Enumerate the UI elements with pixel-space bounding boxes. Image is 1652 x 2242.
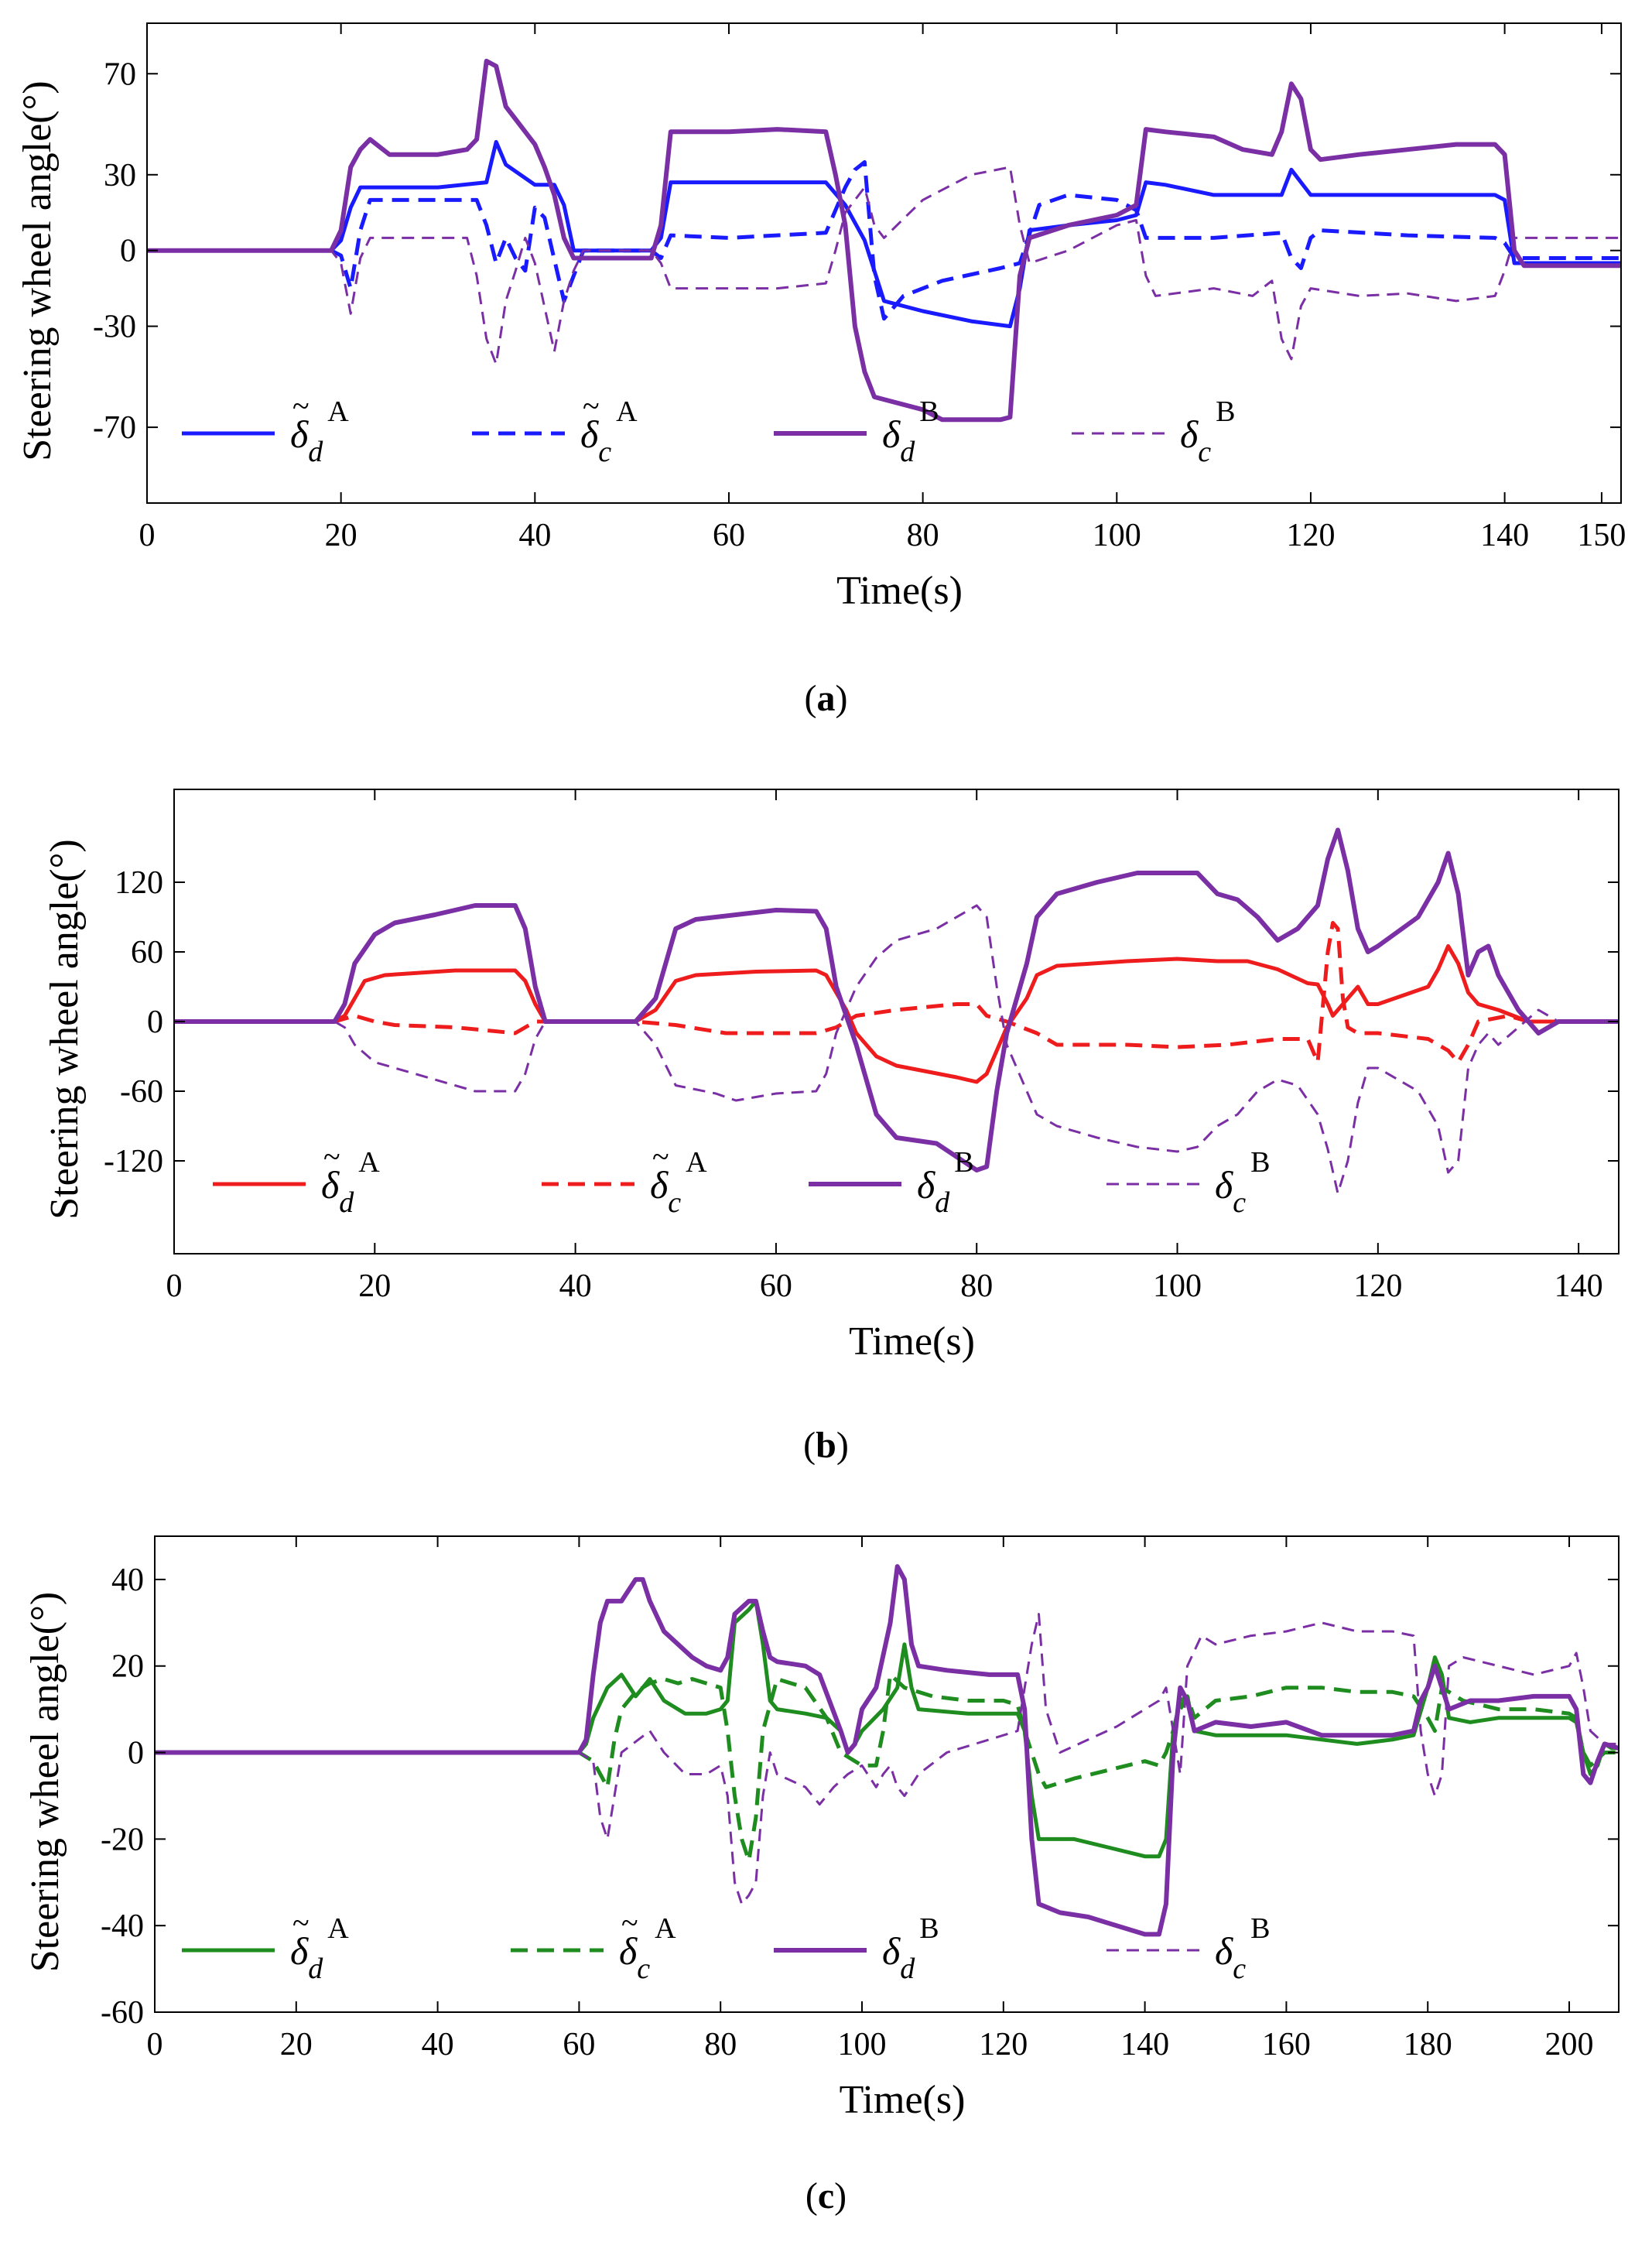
chart-b-legend-label-1: δdA	[321, 1146, 380, 1219]
chart-c-series-3-line	[155, 1564, 1620, 1937]
chart-c-x-axis-label: Time(s)	[840, 2078, 966, 2122]
chart-b-ytick-label-0: 0	[147, 1005, 163, 1040]
chart-a-legend-label-2: δcA	[580, 395, 638, 468]
chart-c-xtick-label-40: 40	[422, 2027, 454, 2062]
chart-b-series-1-line	[174, 944, 1619, 1084]
caption-c-letter: c	[817, 2175, 835, 2216]
chart-a-legend-tilde-2: ~	[583, 388, 600, 423]
chart-a-series-1-line	[147, 139, 1621, 329]
chart-a-x-axis-label: Time(s)	[836, 569, 963, 613]
caption-b: (b)	[803, 1425, 849, 1466]
chart-c-legend-tilde-1: ~	[292, 1905, 310, 1940]
chart-b-ytick-label--60: -60	[120, 1074, 163, 1110]
chart-a-ytick-label--30: -30	[93, 310, 136, 345]
chart-b-legend-label-2: δcA	[650, 1146, 707, 1219]
chart-b-xtick-label-120: 120	[1353, 1268, 1402, 1304]
chart-c-ytick-label--60: -60	[101, 1995, 144, 2031]
chart-a-legend-tilde-1: ~	[292, 388, 310, 423]
chart-c-xtick-label-140: 140	[1120, 2027, 1169, 2062]
caption-a-letter: a	[816, 678, 836, 719]
chart-a-xtick-label-140: 140	[1480, 518, 1529, 553]
chart-b-y-axis-label: Steering wheel angle(°)	[43, 839, 87, 1220]
chart-b-series-3-line	[174, 827, 1619, 1172]
chart-c-xtick-label-200: 200	[1545, 2027, 1594, 2062]
chart-b-xtick-label-100: 100	[1153, 1268, 1202, 1304]
chart-panel-a: 0 20 40 60 80 100 120 140 150 70 30 0 -30 -70 Time(s) S…	[0, 0, 1652, 743]
line-chart-b: 0 20 40 60 80 100 120 140 120 60 0 -60 -120 Time(s) St…	[43, 789, 1620, 1364]
chart-c-legend-label-2: δcA	[619, 1912, 676, 1985]
chart-b-x-axis-label: Time(s)	[849, 1320, 975, 1364]
line-chart-a: 0 20 40 60 80 100 120 140 150 70 30 0 -30 -70 Time(s) S…	[15, 22, 1626, 613]
chart-a-ytick-label-30: 30	[104, 158, 136, 193]
chart-a-legend-label-4: δcB	[1180, 395, 1235, 468]
chart-a-series-3-line	[147, 58, 1621, 423]
chart-b-legend-label-4: δcB	[1215, 1146, 1270, 1219]
chart-b-legend-label-3: δdB	[917, 1146, 974, 1219]
chart-a-legend-label-3: δdB	[882, 395, 939, 468]
chart-c-xtick-label-180: 180	[1404, 2027, 1452, 2062]
chart-b-xtick-label-20: 20	[358, 1268, 391, 1304]
chart-c-legend-tilde-2: ~	[621, 1905, 638, 1940]
chart-c-ytick-label-40: 40	[111, 1563, 144, 1598]
caption-c: (c)	[805, 2175, 847, 2216]
chart-c-xtick-label-120: 120	[979, 2027, 1028, 2062]
chart-panel-b: 0 20 40 60 80 100 120 140 120 60 0 -60 -120 Time(s) St…	[0, 747, 1652, 1490]
chart-b-ytick-label-120: 120	[115, 865, 163, 901]
chart-b-xtick-label-40: 40	[559, 1268, 592, 1304]
chart-a-ytick-label-0: 0	[120, 234, 136, 269]
chart-c-legend-label-1: δdA	[290, 1912, 349, 1985]
chart-b-series-2-line	[174, 921, 1619, 1064]
chart-c-ytick-label--20: -20	[101, 1822, 144, 1857]
chart-a-series-2-line	[147, 160, 1621, 321]
chart-a-ytick-label--70: -70	[93, 410, 136, 446]
chart-b-ytick-label--120: -120	[104, 1144, 163, 1179]
chart-a-plot-frame	[146, 22, 1622, 504]
chart-b-xtick-label-80: 80	[960, 1268, 993, 1304]
chart-c-legend-label-3: δdB	[882, 1912, 939, 1985]
chart-c-series-4-line	[155, 1613, 1619, 1905]
chart-c-xtick-label-0: 0	[147, 2027, 163, 2062]
chart-a-legend-label-1: δdA	[290, 395, 349, 468]
chart-a-xtick-label-40: 40	[518, 518, 551, 553]
chart-c-xtick-label-100: 100	[838, 2027, 887, 2062]
chart-c-legend-label-4: δcB	[1215, 1912, 1270, 1985]
chart-c-series-2-line	[155, 1672, 1619, 1863]
line-chart-c: 0 20 40 60 80 100 120 140 160 180 20040200-20-40-6…	[23, 1535, 1620, 2122]
chart-c-xtick-label-80: 80	[704, 2027, 737, 2062]
caption-a: (a)	[804, 678, 848, 719]
chart-a-series-4-line	[147, 166, 1621, 365]
chart-b-xtick-label-0: 0	[166, 1268, 183, 1304]
chart-a-xtick-label-120: 120	[1286, 518, 1335, 553]
chart-panel-c: 0 20 40 60 80 100 120 140 160 180 200 40 20 0 -20 -40 -6…	[0, 1494, 1652, 2242]
chart-a-xtick-label-60: 60	[713, 518, 745, 553]
chart-a-xtick-label-20: 20	[325, 518, 357, 553]
chart-b-legend-tilde-2: ~	[652, 1139, 669, 1174]
chart-b-xtick-label-60: 60	[760, 1268, 792, 1304]
chart-a-xtick-label-150: 150	[1577, 518, 1626, 553]
chart-b-ytick-label-60: 60	[131, 935, 163, 970]
chart-a-y-axis-label: Steering wheel angle(°)	[15, 80, 60, 461]
chart-c-xtick-label-20: 20	[280, 2027, 313, 2062]
chart-c-ytick-label-20: 20	[111, 1649, 144, 1685]
chart-a-xtick-label-0: 0	[139, 518, 156, 553]
chart-c-ytick-label--40: -40	[101, 1908, 144, 1944]
chart-a-ytick-label-70: 70	[104, 56, 136, 92]
chart-b-legend-tilde-1: ~	[323, 1139, 340, 1174]
chart-a-xtick-label-80: 80	[907, 518, 939, 553]
chart-c-y-axis-label: Steering wheel angle(°)	[23, 1592, 67, 1973]
chart-c-plot-frame	[154, 1535, 1620, 2013]
chart-a-xtick-label-100: 100	[1093, 518, 1141, 553]
chart-b-xtick-label-140: 140	[1555, 1268, 1603, 1304]
chart-c-xtick-label-60: 60	[563, 2027, 595, 2062]
chart-b-series-4-line	[174, 904, 1619, 1195]
chart-c-xtick-label-160: 160	[1262, 2027, 1311, 2062]
chart-c-ytick-label-0: 0	[128, 1736, 144, 1771]
caption-b-letter: b	[816, 1425, 836, 1466]
